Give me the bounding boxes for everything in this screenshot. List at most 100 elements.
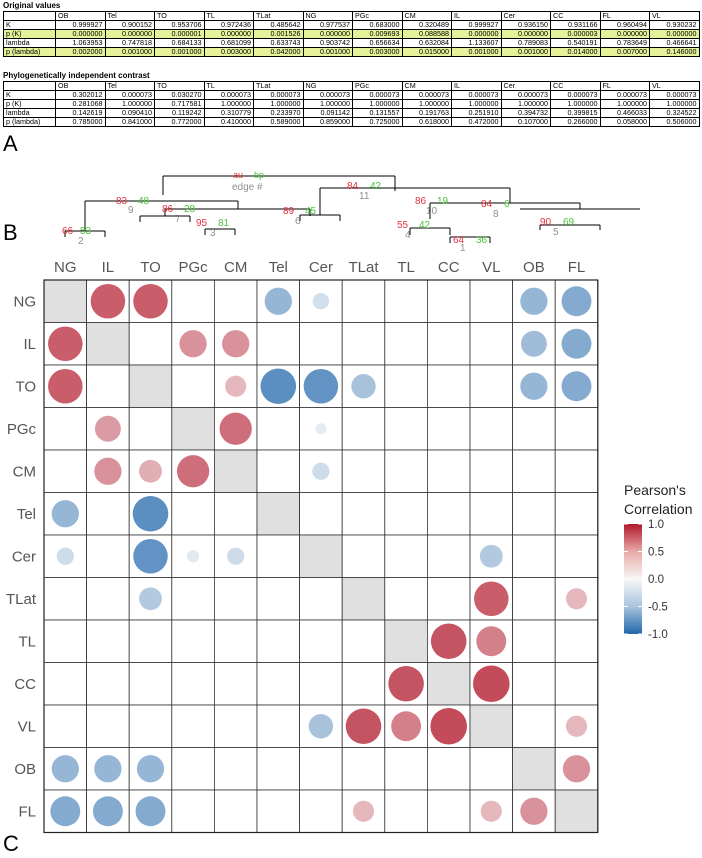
matrix-cell <box>469 747 513 791</box>
correlation-point <box>139 459 162 483</box>
column-header <box>3 11 56 21</box>
node-edge-number: 7 <box>175 214 181 225</box>
table-cell: 0.000073 <box>500 90 551 100</box>
correlation-point <box>391 711 422 742</box>
table-cell: 0.747818 <box>104 38 155 48</box>
column-label: IL <box>102 259 115 276</box>
node-edge-number: 6 <box>295 216 301 227</box>
correlation-point <box>565 715 588 737</box>
table-cell: 1.000000 <box>599 99 650 109</box>
correlation-point <box>135 796 166 827</box>
matrix-cell <box>171 364 215 408</box>
correlation-point <box>94 457 122 485</box>
table-cell: 0.000000 <box>55 29 106 39</box>
table-cell: 0.251910 <box>451 108 502 118</box>
diagonal-cell <box>43 279 87 323</box>
matrix-cell <box>554 662 599 706</box>
table-cell: 1.000000 <box>401 99 452 109</box>
column-label: OB <box>523 259 545 276</box>
table-row: p (lambda) 0.785000 0.841000 0.772000 0.4100… <box>3 117 700 127</box>
table-cell: 0.002000 <box>55 47 106 57</box>
table-cell: 0.090410 <box>104 108 155 118</box>
correlation-point <box>565 588 588 610</box>
legend-color-bar <box>624 524 642 634</box>
column-label: Tel <box>269 259 288 276</box>
row-label: p (lambda) <box>3 117 56 127</box>
table-cell: 0.233970 <box>253 108 304 118</box>
node-edge-number: 1 <box>460 243 466 254</box>
matrix-cell <box>469 407 513 451</box>
correlation-cells <box>43 279 599 834</box>
matrix-cell <box>213 789 258 833</box>
column-label: Cer <box>309 259 333 276</box>
matrix-cell <box>469 279 513 323</box>
diagonal-cell <box>341 577 386 621</box>
node-edge-number: 5 <box>553 227 559 238</box>
row-label: NG <box>14 293 37 310</box>
correlation-point <box>308 714 334 739</box>
table-cell: 0.684133 <box>154 38 205 48</box>
table-cell: 0.000073 <box>203 90 254 100</box>
table-cell: 0.119242 <box>154 108 205 118</box>
column-header: NG <box>302 81 353 91</box>
matrix-cell <box>256 662 300 706</box>
matrix-cell <box>256 747 300 791</box>
matrix-cell <box>86 364 130 408</box>
row-label: FL <box>18 803 36 820</box>
correlation-point <box>480 800 502 822</box>
table-cell: 0.000073 <box>401 90 452 100</box>
correlation-point <box>90 283 126 319</box>
diagonal-cell <box>299 534 343 578</box>
matrix-cell <box>384 747 428 791</box>
correlation-point <box>561 371 592 402</box>
column-header: CM <box>401 11 452 21</box>
correlation-point <box>50 796 81 827</box>
matrix-cell <box>384 789 428 833</box>
table-cell: 0.000000 <box>649 29 700 39</box>
table-cell: 0.146000 <box>649 47 700 57</box>
correlation-point <box>561 286 592 317</box>
matrix-cell <box>384 492 428 536</box>
matrix-cell <box>384 322 428 366</box>
column-label: TL <box>397 259 415 276</box>
correlation-point <box>133 283 168 319</box>
table-cell: 0.058000 <box>599 117 650 127</box>
table-cell: 0.859000 <box>302 117 353 127</box>
original-values-table: OB Tel TO TL TLat NG PGc CM IL Cer CC FL VL K 0.999927… <box>3 11 700 57</box>
table-cell: 0.999927 <box>55 20 106 30</box>
matrix-cell <box>341 747 386 791</box>
table-cell: 0.931166 <box>550 20 601 30</box>
table-cell: 0.042000 <box>253 47 304 57</box>
matrix-cell <box>213 577 258 621</box>
correlation-point <box>260 368 297 405</box>
row-label: CM <box>13 463 36 480</box>
column-header: IL <box>451 11 502 21</box>
table-cell: 0.001000 <box>451 47 502 57</box>
table-cell: 0.785000 <box>55 117 106 127</box>
table-cell: 0.394732 <box>500 108 551 118</box>
table-cell: 0.009693 <box>352 29 403 39</box>
matrix-cell <box>299 619 343 663</box>
table-cell: 0.936150 <box>500 20 551 30</box>
row-label: lambda <box>3 38 56 48</box>
table-cell: 0.000073 <box>352 90 403 100</box>
node-au-value: 55 <box>397 220 409 231</box>
column-header: FL <box>599 11 650 21</box>
node-au-value: 64 <box>453 235 465 246</box>
column-header: IL <box>451 81 502 91</box>
table-cell: 0.900152 <box>104 20 155 30</box>
matrix-cell <box>469 364 513 408</box>
column-header: PGc <box>352 81 403 91</box>
matrix-cell <box>43 449 87 493</box>
legend-title-line2: Correlation <box>624 501 692 517</box>
correlation-point <box>315 423 327 435</box>
matrix-cell <box>512 534 556 578</box>
correlation-matrix: NG NG IL IL TO TO PGc PGc CM CM Tel Tel Cer Cer TLat TL… <box>6 259 692 834</box>
correlation-point <box>303 368 339 404</box>
table-cell: 0.772000 <box>154 117 205 127</box>
matrix-cell <box>341 619 386 663</box>
correlation-legend: Pearson's Correlation 1.0 0.5 0.0 -0.5 -1.0 <box>624 482 692 641</box>
table-cell: 0.506000 <box>649 117 700 127</box>
row-label: p (K) <box>3 99 56 109</box>
table-cell: 1.000000 <box>253 99 304 109</box>
